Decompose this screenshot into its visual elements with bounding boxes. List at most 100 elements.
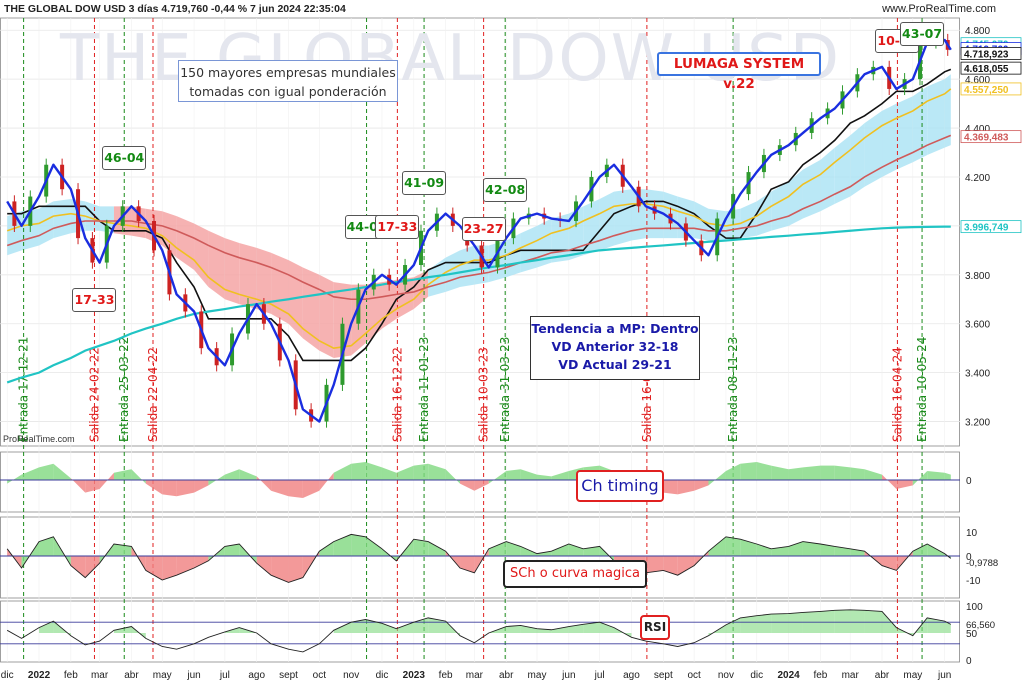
x-tick-label: jul (219, 670, 230, 681)
signal-tag: 43-07 (900, 22, 945, 46)
rsi-fill (365, 619, 382, 633)
cloud-bull (520, 225, 538, 273)
sch-fill (788, 541, 803, 556)
signal-label: Entrada 08-11-23 (726, 337, 740, 442)
ch-timing-fill (445, 469, 461, 484)
signal-tag: 46-04 (102, 146, 147, 171)
cloud-bear (176, 216, 195, 270)
ch-timing-fill (333, 463, 352, 480)
cloud-bear (396, 277, 414, 319)
rsi-fill (927, 617, 945, 633)
sch-tick-label: 10 (966, 528, 978, 539)
ch-timing-fill (460, 480, 475, 491)
sch-label: SCh o curva magica (503, 560, 647, 588)
sch-fill (85, 556, 100, 578)
x-tick-label: ago (623, 670, 640, 681)
source-link[interactable]: www.ProRealTime.com (882, 3, 996, 15)
ch-timing-fill (224, 469, 240, 480)
info-line-2: tomadas con igual ponderación (189, 84, 387, 99)
ch-timing-fill (882, 474, 897, 489)
x-tick-label: 2024 (777, 670, 800, 681)
sch-fill (319, 541, 334, 556)
footer-brand: ProRealTime.com (3, 434, 75, 444)
x-tick-label: dic (376, 670, 389, 681)
ch-timing-fill (365, 462, 382, 480)
cloud-bull (85, 201, 100, 231)
signal-label: Entrada 10-05-24 (915, 337, 929, 442)
cloud-bear (208, 230, 225, 300)
pane-frame-0 (0, 17, 960, 447)
rsi-fill (333, 622, 352, 633)
cloud-bull (912, 86, 928, 163)
cloud-bear (319, 274, 334, 358)
price-badge (960, 47, 1022, 60)
ch-timing-fill (788, 467, 803, 480)
ch-timing-fill (506, 469, 521, 480)
sch-fill (834, 546, 851, 556)
ch-timing-fill (428, 463, 446, 480)
x-tick-label: jun (937, 670, 951, 681)
cloud-bull (820, 147, 835, 212)
rsi-fill (520, 625, 538, 633)
sch-fill (802, 541, 821, 556)
sch-fill (365, 536, 382, 556)
cloud-bull (756, 191, 772, 236)
system-label: LUMAGA SYSTEM v.22 (657, 52, 821, 92)
rsi-fill (788, 612, 803, 633)
price-badge (960, 130, 1022, 144)
sch-fill (271, 556, 289, 583)
signal-label: Salida 22-04-22 (146, 347, 160, 442)
price-tick-label: 4.200 (965, 173, 990, 184)
sch-fill (224, 544, 240, 556)
rsi-fill (568, 624, 584, 633)
ch-timing-fill (850, 467, 865, 480)
rsi-fill (396, 622, 414, 633)
price-badge (960, 82, 1022, 96)
price-tick-label: 4.800 (965, 26, 990, 37)
sch-fill (488, 541, 507, 556)
rsi-line (6, 609, 952, 653)
ch-timing-fill (53, 463, 71, 480)
x-tick-label: mar (91, 670, 109, 681)
ch-timing-fill (896, 480, 913, 489)
rsi-tick-label: 0 (966, 656, 972, 667)
ch-timing-fill (381, 467, 397, 480)
sch-fill (663, 556, 678, 576)
trend-line-1: Tendencia a MP: Dentro (531, 321, 699, 336)
rsi-fill (39, 621, 54, 633)
cloud-bull (53, 198, 71, 239)
sch-fill (645, 556, 664, 573)
cloud-bull (614, 189, 632, 246)
sch-fill (288, 556, 303, 583)
sch-fill (70, 556, 86, 578)
cloud-bull (460, 245, 475, 288)
sch-fill (912, 544, 928, 556)
sch-fill (162, 556, 177, 580)
info-line-1: 150 mayores empresas mundiales (180, 65, 396, 80)
sch-fill (351, 534, 366, 556)
chart-title: THE GLOBAL DOW USD 3 días 4.719,760 -0,4… (4, 3, 346, 15)
rsi-fill (113, 626, 132, 633)
ch-timing-fill (113, 469, 132, 480)
sch-fill (756, 544, 772, 556)
ch-timing-fill (474, 480, 489, 491)
rsi-fill (725, 617, 741, 633)
sch-fill (176, 556, 195, 576)
signal-tag: 42-08 (483, 178, 528, 203)
ch-timing-fill (194, 480, 209, 493)
signal-label: Salida 16-04-24 (890, 347, 904, 442)
ch-timing-fill (288, 480, 303, 498)
ch-timing-fill (162, 480, 177, 497)
rsi-fill (614, 627, 632, 638)
x-tick-label: dic (1, 670, 14, 681)
price-badge-label: 4.718,923 (964, 49, 1009, 60)
price-tick-label: 3.800 (965, 271, 990, 282)
price-badge-label: 4.557,250 (964, 85, 1009, 96)
x-tick-label: jul (594, 670, 605, 681)
cloud-bull (537, 218, 552, 268)
ch-timing-fill (944, 472, 951, 480)
ch-timing-fill (520, 469, 538, 480)
trend-line-2: VD Anterior 32-18 (551, 339, 679, 354)
cloud-bull (39, 201, 54, 246)
